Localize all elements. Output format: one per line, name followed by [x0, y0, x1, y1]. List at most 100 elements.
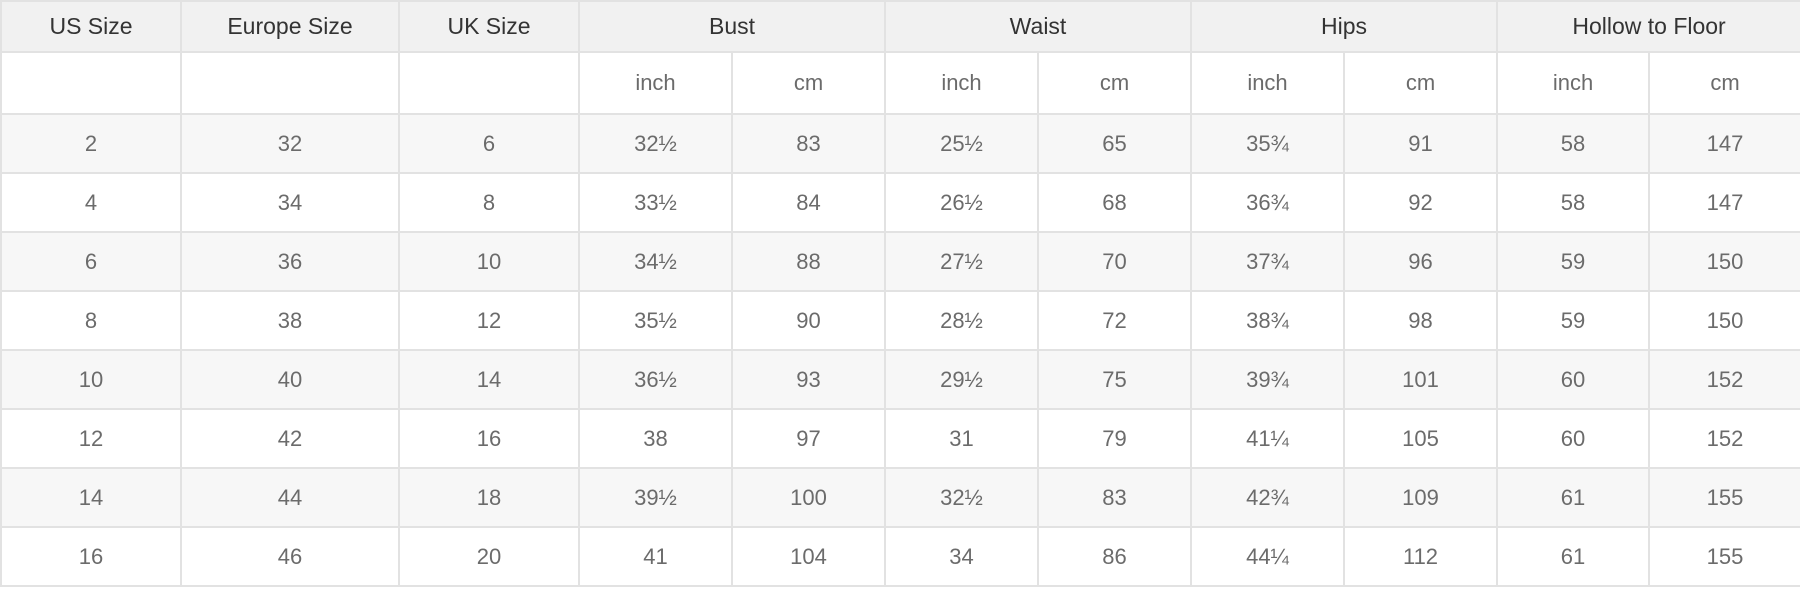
unit-header-waist-inch: inch — [884, 51, 1039, 115]
table-row: 14 44 18 39½ 100 32½ 83 42¾ 109 61 155 — [0, 467, 1800, 528]
table-cell: 104 — [731, 526, 886, 587]
table-cell: 44¼ — [1190, 526, 1345, 587]
table-cell: 27½ — [884, 231, 1039, 292]
empty-subheader-cell — [0, 51, 182, 115]
table-cell: 26½ — [884, 172, 1039, 233]
table-cell: 91 — [1342, 113, 1499, 174]
table-cell: 8 — [398, 172, 580, 233]
table-cell: 65 — [1037, 113, 1192, 174]
table-cell: 32½ — [578, 113, 733, 174]
table-cell: 39½ — [578, 467, 733, 528]
table-cell: 33½ — [578, 172, 733, 233]
col-header-bust: Bust — [578, 0, 886, 53]
table-body: 2 32 6 32½ 83 25½ 65 35¾ 91 58 147 4 34 8 33½ 84 26½ 68 36… — [0, 113, 1800, 587]
unit-header-hips-inch: inch — [1190, 51, 1345, 115]
table-cell: 61 — [1496, 467, 1651, 528]
table-cell: 34 — [180, 172, 400, 233]
table-cell: 32 — [180, 113, 400, 174]
table-cell: 58 — [1496, 113, 1651, 174]
table-cell: 93 — [731, 349, 886, 410]
table-cell: 42 — [180, 408, 400, 469]
table-cell: 75 — [1037, 349, 1192, 410]
table-cell: 38 — [180, 290, 400, 351]
table-cell: 34 — [884, 526, 1039, 587]
header-row-units: inch cm inch cm inch cm inch cm — [0, 51, 1800, 115]
table-cell: 35¾ — [1190, 113, 1345, 174]
table-cell: 109 — [1342, 467, 1499, 528]
table-cell: 28½ — [884, 290, 1039, 351]
table-cell: 59 — [1496, 290, 1651, 351]
col-header-uk-size: UK Size — [398, 0, 580, 53]
table-row: 16 46 20 41 104 34 86 44¼ 112 61 155 — [0, 526, 1800, 587]
table-cell: 90 — [731, 290, 886, 351]
table-cell: 72 — [1037, 290, 1192, 351]
table-cell: 8 — [0, 290, 182, 351]
header-row-main: US Size Europe Size UK Size Bust Waist H… — [0, 0, 1800, 53]
table-cell: 58 — [1496, 172, 1651, 233]
table-cell: 112 — [1342, 526, 1499, 587]
table-row: 2 32 6 32½ 83 25½ 65 35¾ 91 58 147 — [0, 113, 1800, 174]
table-cell: 12 — [0, 408, 182, 469]
table-cell: 20 — [398, 526, 580, 587]
table-cell: 36¾ — [1190, 172, 1345, 233]
table-cell: 10 — [0, 349, 182, 410]
table-row: 4 34 8 33½ 84 26½ 68 36¾ 92 58 147 — [0, 172, 1800, 233]
table-cell: 147 — [1648, 113, 1800, 174]
table-cell: 105 — [1342, 408, 1499, 469]
table-cell: 29½ — [884, 349, 1039, 410]
table-row: 6 36 10 34½ 88 27½ 70 37¾ 96 59 150 — [0, 231, 1800, 292]
table-cell: 40 — [180, 349, 400, 410]
table-cell: 42¾ — [1190, 467, 1345, 528]
table-cell: 41¼ — [1190, 408, 1345, 469]
table-cell: 16 — [398, 408, 580, 469]
table-cell: 152 — [1648, 408, 1800, 469]
table-cell: 100 — [731, 467, 886, 528]
size-chart-table: US Size Europe Size UK Size Bust Waist H… — [0, 0, 1800, 587]
table-cell: 92 — [1342, 172, 1499, 233]
unit-header-waist-cm: cm — [1037, 51, 1192, 115]
unit-header-bust-inch: inch — [578, 51, 733, 115]
table-row: 12 42 16 38 97 31 79 41¼ 105 60 152 — [0, 408, 1800, 469]
table-cell: 35½ — [578, 290, 733, 351]
table-cell: 36 — [180, 231, 400, 292]
table-cell: 152 — [1648, 349, 1800, 410]
col-header-hips: Hips — [1189, 0, 1499, 53]
table-cell: 70 — [1037, 231, 1192, 292]
table-cell: 18 — [398, 467, 580, 528]
table-cell: 59 — [1496, 231, 1651, 292]
table-cell: 39¾ — [1190, 349, 1345, 410]
table-cell: 14 — [398, 349, 580, 410]
col-header-waist: Waist — [884, 0, 1192, 53]
unit-header-hips-cm: cm — [1342, 51, 1499, 115]
table-cell: 83 — [731, 113, 886, 174]
unit-header-bust-cm: cm — [731, 51, 886, 115]
table-row: 8 38 12 35½ 90 28½ 72 38¾ 98 59 150 — [0, 290, 1800, 351]
unit-header-hollow-to-floor-cm: cm — [1648, 51, 1800, 115]
table-cell: 38 — [578, 408, 733, 469]
table-cell: 88 — [731, 231, 886, 292]
table-cell: 31 — [884, 408, 1039, 469]
table-cell: 86 — [1037, 526, 1192, 587]
table-cell: 98 — [1342, 290, 1499, 351]
table-cell: 60 — [1496, 349, 1651, 410]
table-cell: 101 — [1342, 349, 1499, 410]
table-cell: 6 — [398, 113, 580, 174]
table-cell: 4 — [0, 172, 182, 233]
table-cell: 46 — [180, 526, 400, 587]
table-cell: 37¾ — [1190, 231, 1345, 292]
empty-subheader-cell — [398, 51, 580, 115]
table-cell: 61 — [1496, 526, 1651, 587]
table-cell: 150 — [1648, 290, 1800, 351]
table-cell: 6 — [0, 231, 182, 292]
table-cell: 155 — [1648, 526, 1800, 587]
table-cell: 2 — [0, 113, 182, 174]
unit-header-hollow-to-floor-inch: inch — [1496, 51, 1651, 115]
table-cell: 32½ — [884, 467, 1039, 528]
col-header-europe-size: Europe Size — [180, 0, 400, 53]
table-cell: 38¾ — [1190, 290, 1345, 351]
empty-subheader-cell — [180, 51, 400, 115]
table-cell: 155 — [1648, 467, 1800, 528]
table-cell: 83 — [1037, 467, 1192, 528]
table-cell: 97 — [731, 408, 886, 469]
table-cell: 10 — [398, 231, 580, 292]
